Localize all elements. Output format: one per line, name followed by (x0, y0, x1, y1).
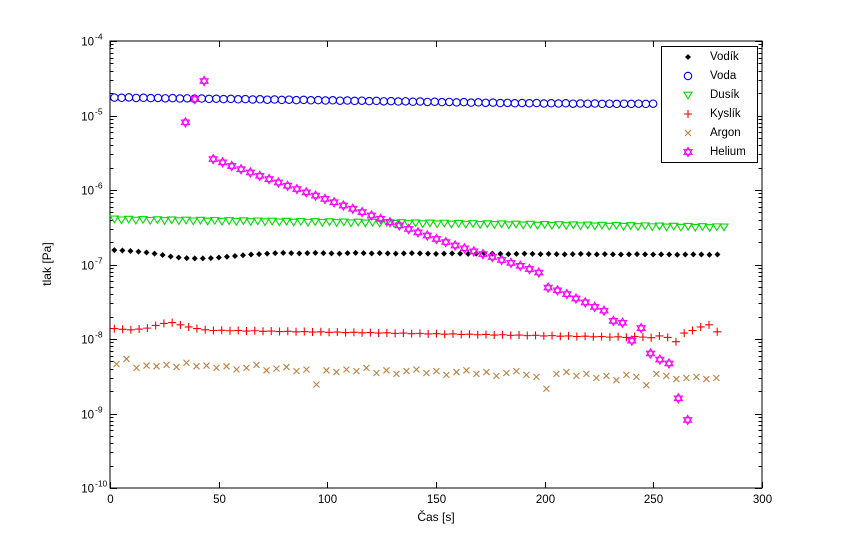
legend-row-voda: Voda (662, 67, 757, 85)
svg-text:-10: -10 (95, 479, 108, 489)
svg-text:-5: -5 (95, 107, 103, 117)
legend-row-vodik: Vodík (662, 48, 757, 66)
svg-text:10: 10 (81, 112, 94, 124)
legend-box: Vodík Voda Dusík Kyslík Argon Helium (661, 46, 758, 163)
legend-label: Helium (710, 146, 746, 158)
legend-row-helium: Helium (662, 143, 757, 161)
svg-text:-4: -4 (95, 32, 103, 42)
triangle-down-marker-icon (676, 88, 700, 102)
svg-text:300: 300 (753, 494, 772, 506)
legend-row-kyslik: Kyslík (662, 105, 757, 123)
svg-text:150: 150 (427, 494, 446, 506)
svg-text:10: 10 (81, 261, 94, 273)
svg-text:50: 50 (213, 494, 226, 506)
x-axis-label: Čas [s] (417, 510, 455, 524)
legend-label: Dusík (710, 89, 740, 101)
svg-text:0: 0 (107, 494, 113, 506)
circle-marker-icon (676, 69, 700, 83)
svg-text:200: 200 (536, 494, 555, 506)
legend-label: Voda (710, 70, 737, 82)
hexagram-marker-icon (676, 145, 700, 159)
diamond-marker-icon (676, 50, 700, 64)
svg-text:10: 10 (81, 484, 94, 496)
x-marker-icon (676, 126, 700, 140)
svg-text:10: 10 (81, 186, 94, 198)
y-axis-label: tlak [Pa] (40, 242, 54, 286)
svg-text:100: 100 (318, 494, 337, 506)
legend-row-argon: Argon (662, 124, 757, 142)
legend-label: Vodík (710, 51, 739, 63)
legend-label: Kyslík (710, 108, 741, 120)
svg-text:10: 10 (81, 410, 94, 422)
svg-text:10: 10 (81, 37, 94, 49)
svg-text:-6: -6 (95, 181, 103, 191)
svg-text:-9: -9 (95, 405, 103, 415)
plus-marker-icon (676, 107, 700, 121)
svg-text:-8: -8 (95, 330, 103, 340)
svg-text:-7: -7 (95, 256, 103, 266)
legend-label: Argon (710, 127, 741, 139)
svg-text:10: 10 (81, 335, 94, 347)
legend-row-dusik: Dusík (662, 86, 757, 104)
svg-text:250: 250 (644, 494, 663, 506)
